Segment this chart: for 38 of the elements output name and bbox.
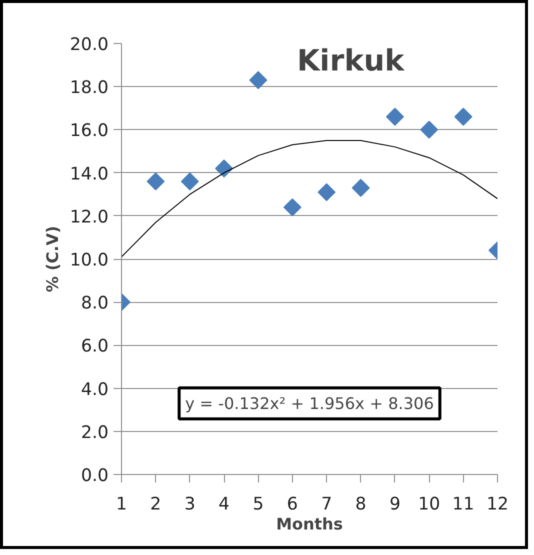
y-axis-title: % (C.V) [42,226,62,292]
y-tick-label: 8.0 [80,294,109,314]
x-axis-title: Months [276,514,343,534]
point [249,71,268,90]
y-tick-label: 16.0 [70,121,109,142]
point [146,172,165,190]
point [420,120,438,139]
y-tick-label: 18.0 [70,78,109,98]
x-tick-label: 12 [486,494,509,514]
x-tick-label: 9 [389,494,400,514]
x-tick-label: 5 [252,494,264,514]
y-tick-label: 20.0 [70,35,109,55]
x-tick-label: 4 [218,494,230,514]
annotation: y = -0.132x² + 1.956x + 8.306 [185,394,434,413]
y-tick-label: 4.0 [80,380,109,400]
chart-title: Kirkuk [296,44,406,78]
x-tick-label: 8 [355,494,366,514]
point [283,198,302,216]
point [215,160,234,178]
y-tick-label: 2.0 [80,422,109,443]
x-tick-label: 11 [452,494,474,514]
x-tick-label: 1 [116,494,128,514]
x-tick-label: 7 [321,494,332,514]
x-tick-label: 6 [286,494,298,514]
point [318,183,336,202]
y-tick-label: 14.0 [70,164,109,184]
y-tick-label: 0.0 [80,466,109,486]
point [352,178,370,197]
y-tick-label: 6.0 [80,336,109,357]
point [386,108,404,126]
point [180,172,199,190]
x-tick-label: 2 [150,494,162,514]
line-series [122,140,498,258]
x-tick-label: 3 [184,494,196,514]
x-tick-label: 10 [418,494,440,514]
y-tick-label: 12.0 [70,207,109,228]
y-tick-label: 10.0 [70,250,109,270]
point [454,108,472,126]
